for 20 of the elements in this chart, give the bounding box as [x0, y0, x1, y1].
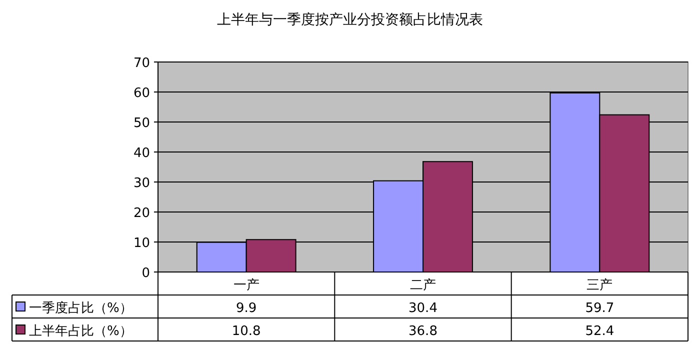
y-tick-label: 0 — [142, 266, 150, 281]
y-tick-label: 10 — [133, 236, 150, 251]
data-label: 36.8 — [408, 324, 438, 339]
chart-title: 上半年与一季度按产业分投资额占比情况表 — [217, 12, 483, 28]
y-tick-label: 70 — [133, 56, 150, 71]
data-label: 10.8 — [232, 324, 261, 339]
x-tick-label: 一产 — [233, 278, 260, 293]
y-tick-label: 60 — [133, 86, 150, 101]
data-label: 30.4 — [408, 301, 438, 316]
legend-label: 上半年占比（%） — [29, 324, 132, 339]
legend-label: 一季度占比（%） — [29, 300, 132, 316]
y-tick-label: 30 — [133, 176, 150, 191]
data-label: 59.7 — [585, 301, 614, 316]
data-label: 9.9 — [236, 301, 257, 316]
y-tick-label: 40 — [133, 146, 150, 161]
x-tick-label: 三产 — [586, 278, 613, 293]
data-label: 52.4 — [585, 324, 614, 339]
y-tick-label: 20 — [133, 206, 150, 221]
y-tick-label: 50 — [133, 116, 150, 131]
x-tick-label: 二产 — [410, 278, 436, 293]
